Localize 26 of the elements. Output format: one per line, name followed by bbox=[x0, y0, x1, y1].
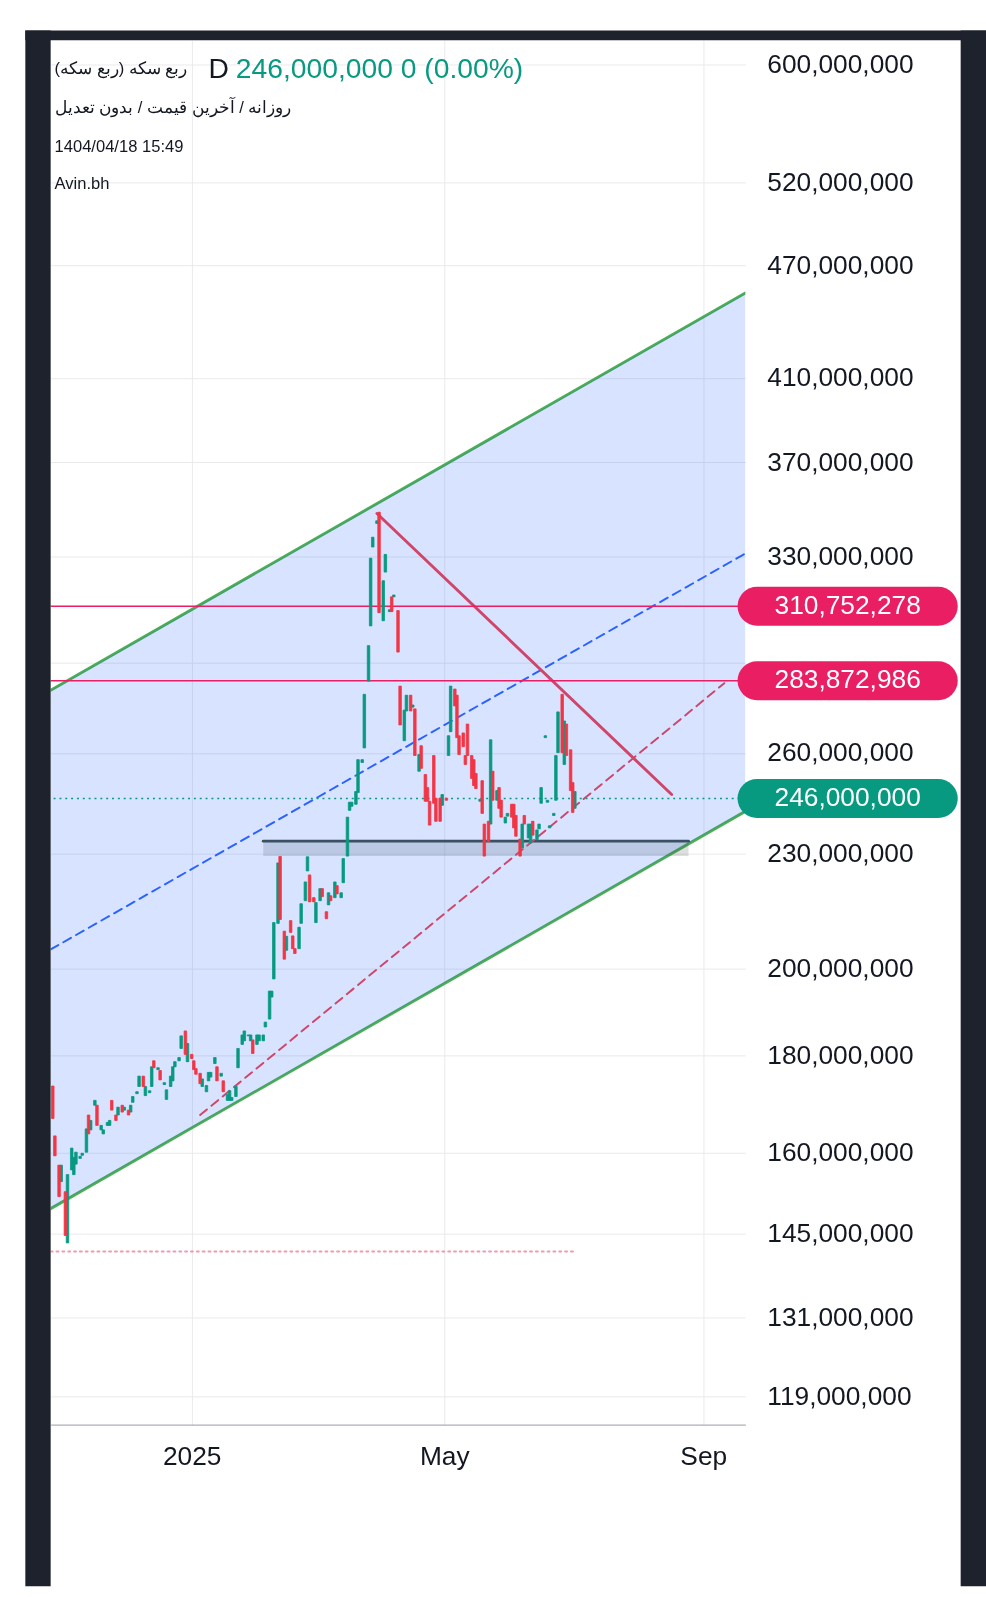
y-tick-label: 330,000,000 bbox=[767, 540, 914, 571]
text: روزانه / آخرین قیمت / بدون تعدیل bbox=[54, 96, 292, 119]
y-tick-label: 410,000,000 bbox=[767, 362, 914, 393]
annotation: 1404/04/18 15:49 bbox=[54, 137, 184, 157]
y-tick-label: 180,000,000 bbox=[767, 1040, 914, 1071]
x-tick-label: 2025 bbox=[162, 1441, 222, 1472]
x-tick-label: Sep bbox=[680, 1441, 728, 1472]
y-tick-label: 145,000,000 bbox=[767, 1218, 914, 1249]
y-tick-label: 520,000,000 bbox=[767, 166, 914, 197]
annotation: 246,000,000 0 (0.00%) bbox=[235, 52, 524, 85]
ref-line-label: 310,752,278 bbox=[774, 589, 921, 620]
text: ربع سکه (ربع سکه) bbox=[54, 59, 188, 80]
y-tick-label: 470,000,000 bbox=[767, 249, 914, 280]
annotation: D bbox=[208, 52, 229, 85]
y-tick-label: 370,000,000 bbox=[767, 446, 914, 477]
y-tick-label: 160,000,000 bbox=[767, 1137, 914, 1167]
x-tick-label: May bbox=[419, 1441, 471, 1472]
ref-line-label: 246,000,000 bbox=[774, 782, 921, 813]
ref-line-label: 283,872,986 bbox=[774, 664, 921, 695]
annotation: Avin.bh bbox=[54, 174, 110, 194]
y-tick-label: 600,000,000 bbox=[767, 48, 914, 79]
y-tick-label: 200,000,000 bbox=[767, 953, 914, 984]
y-tick-label: 230,000,000 bbox=[767, 838, 914, 869]
y-tick-label: 260,000,000 bbox=[767, 737, 914, 768]
y-tick-label: 131,000,000 bbox=[767, 1301, 914, 1332]
y-tick-label: 119,000,000 bbox=[767, 1380, 912, 1411]
